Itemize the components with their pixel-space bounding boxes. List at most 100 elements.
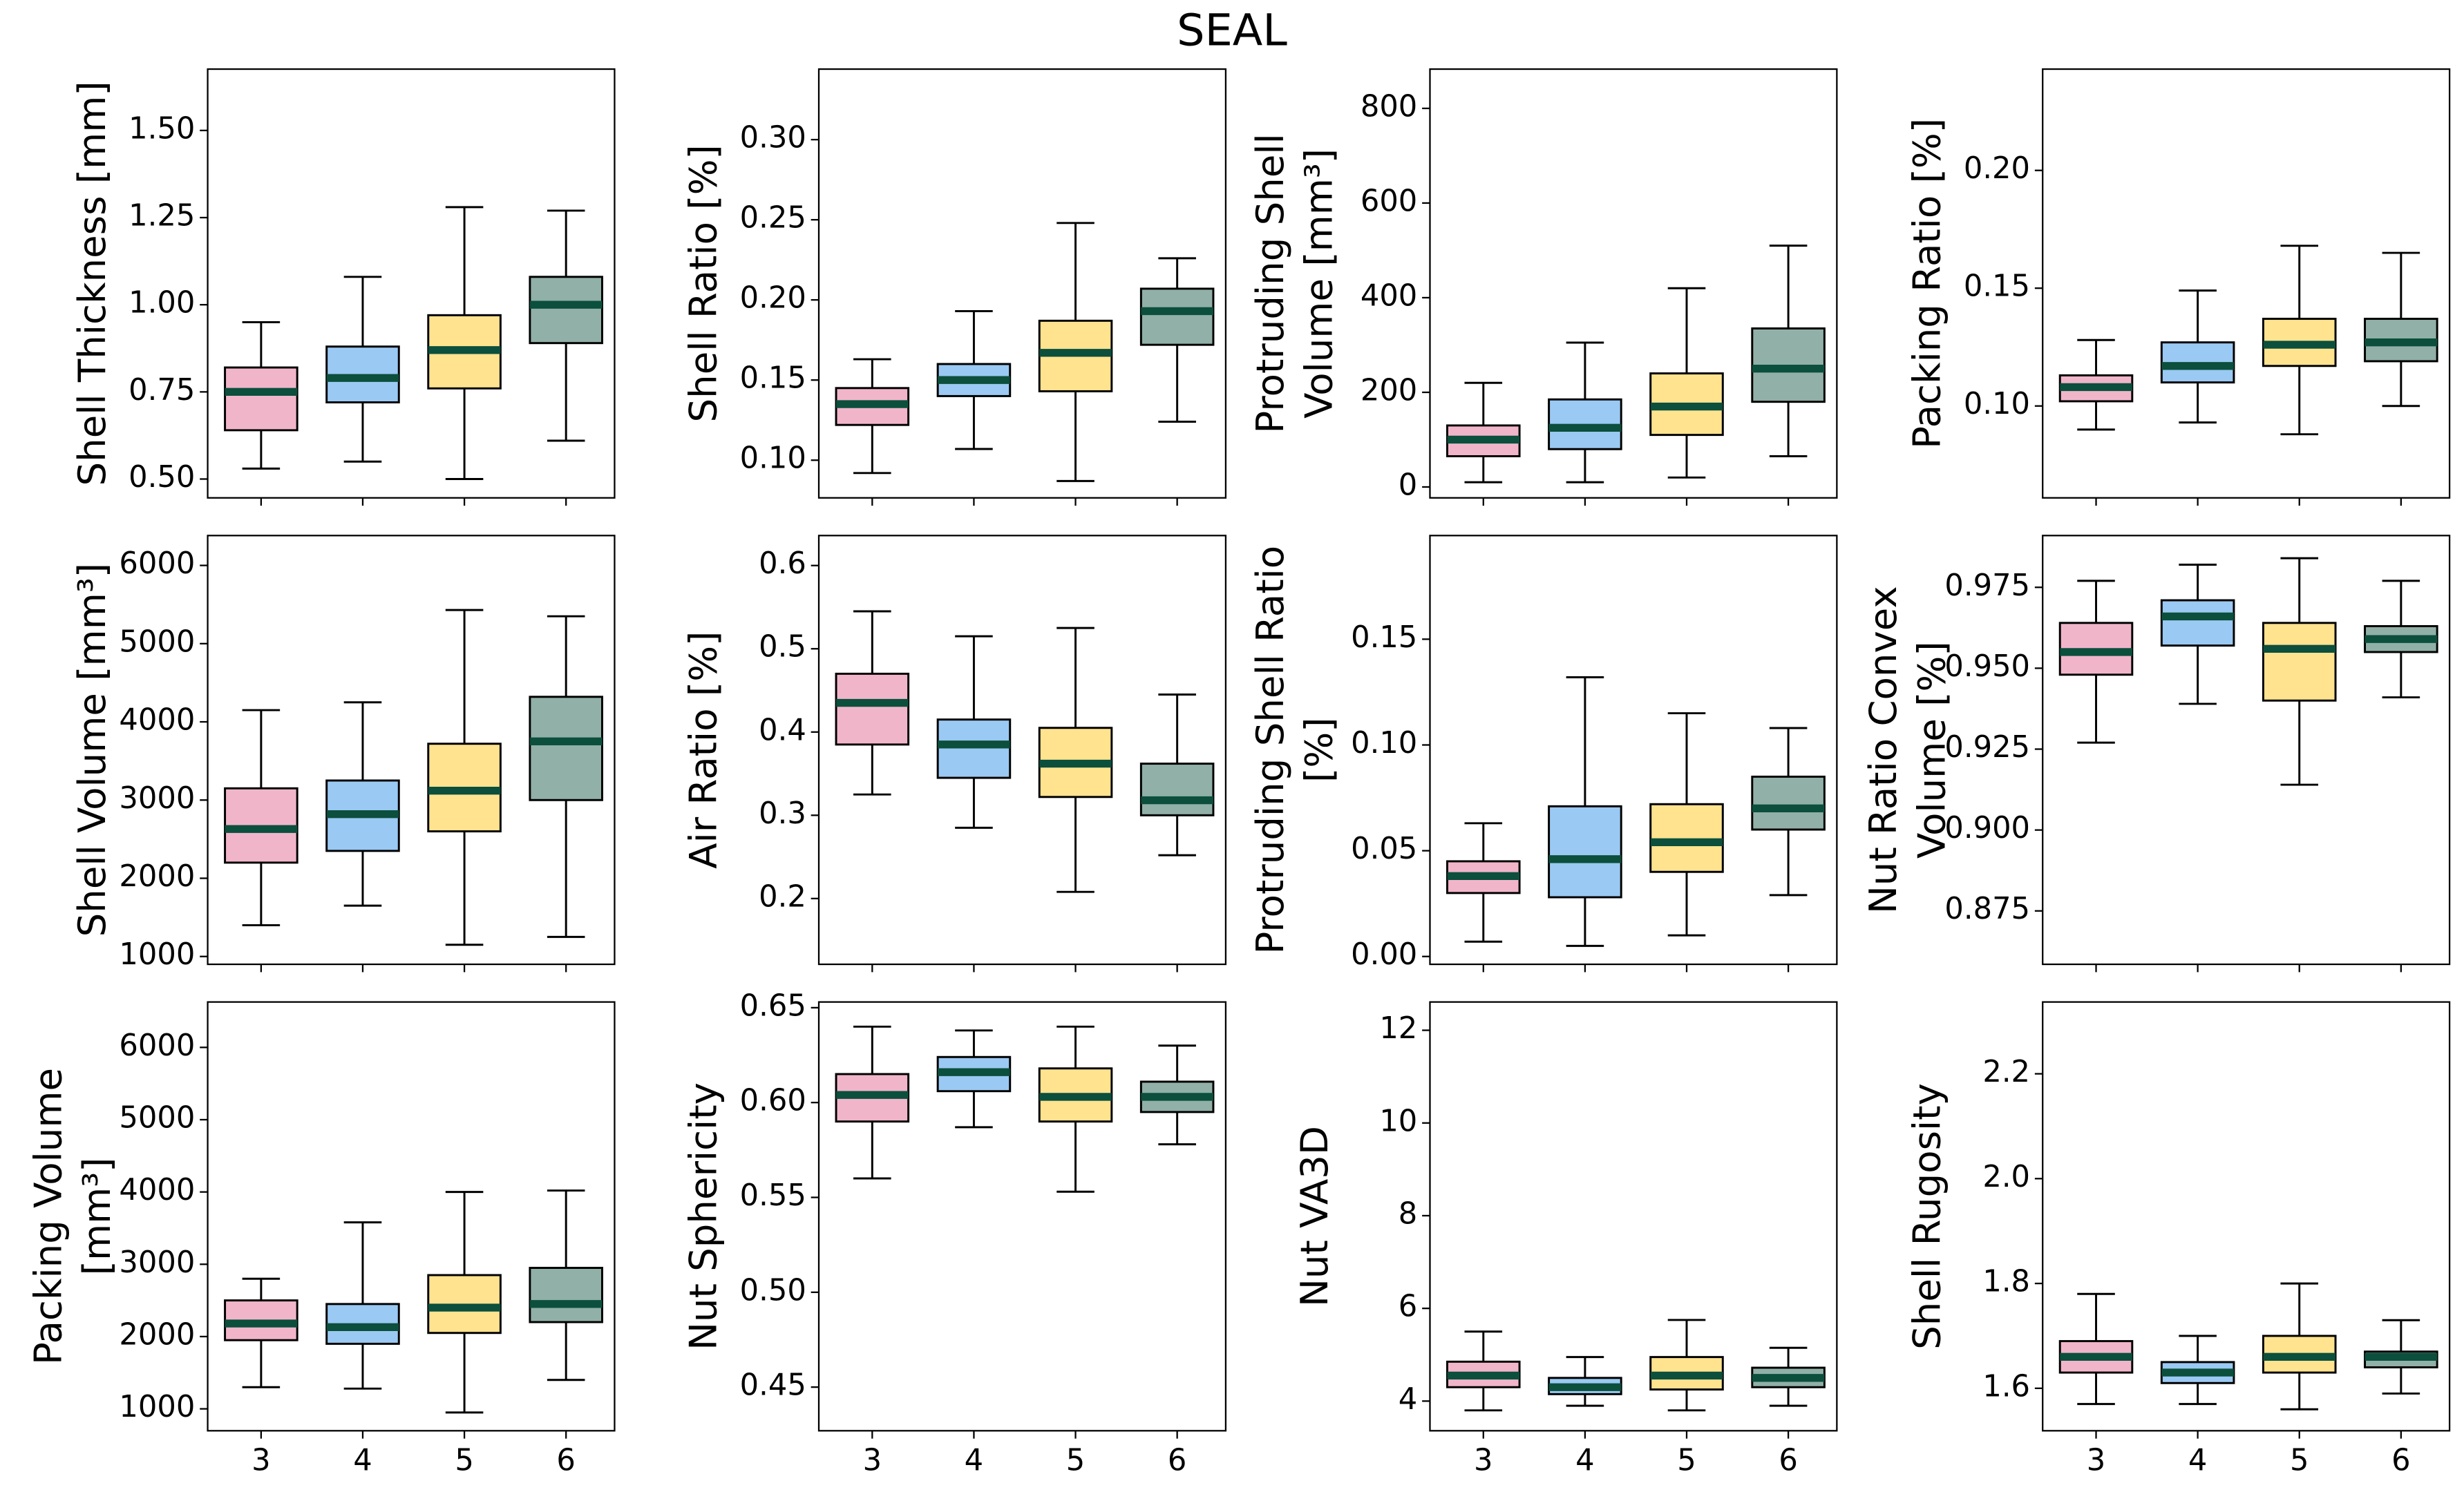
- x-tick-label: 3: [2087, 1443, 2105, 1477]
- y-tick-label: 0.00: [1351, 937, 1417, 972]
- y-tick-label: 6000: [119, 546, 195, 581]
- x-tick-label: 4: [965, 1443, 983, 1477]
- y-tick-label: 0.75: [129, 373, 195, 408]
- y-tick-label: 0.2: [759, 879, 806, 914]
- y-tick-label: 0.10: [740, 441, 806, 476]
- y-tick-label: 0.15: [740, 361, 806, 396]
- y-tick-label: 1000: [119, 1390, 195, 1424]
- box: [1139, 287, 1215, 346]
- y-tick-label: 4: [1399, 1382, 1417, 1417]
- y-tick-label: 6000: [119, 1029, 195, 1063]
- x-tick-label: 6: [556, 1443, 575, 1477]
- y-tick-label: 0.6: [759, 546, 806, 581]
- box: [1751, 775, 1826, 831]
- subplot: 0.45 0.50 0.55 0.60 0.65 Nut Sphericity 3 4 5 6: [681, 988, 1227, 1477]
- y-tick-label: 0.10: [1964, 387, 2030, 421]
- y-tick-label: 1.6: [1982, 1369, 2030, 1404]
- y-tick-label: 2.2: [1982, 1055, 2030, 1089]
- x-tick-label: 5: [2290, 1443, 2309, 1477]
- axes-frame: [817, 68, 1227, 499]
- box: [2262, 622, 2337, 702]
- x-tick-label: 4: [1575, 1443, 1594, 1477]
- box: [2160, 599, 2235, 647]
- y-tick-label: 200: [1361, 373, 1417, 408]
- axes-frame: [207, 68, 616, 499]
- y-axis-label: Shell Thickness [mm]: [70, 81, 114, 486]
- box: [835, 672, 910, 746]
- x-tick-label: 6: [1779, 1443, 1797, 1477]
- y-tick-label: 0.875: [1944, 892, 2030, 926]
- y-axis-label: Protruding Shell: [1248, 133, 1292, 433]
- y-tick-label: 3000: [119, 781, 195, 816]
- box: [224, 366, 298, 432]
- subplot: 0.2 0.3 0.4 0.5 0.6 Air Ratio [%]: [681, 535, 1227, 973]
- y-tick-label: 0.925: [1944, 730, 2030, 765]
- x-tick-label: 5: [1066, 1443, 1085, 1477]
- y-tick-label: 1.8: [1982, 1265, 2030, 1299]
- subplot: 4 6 8 10 12 Nut VA3D 3 4 5 6: [1292, 1001, 1838, 1477]
- y-tick-label: 2000: [119, 1317, 195, 1352]
- axes-frame: [2042, 68, 2451, 499]
- x-tick-label: 6: [2391, 1443, 2410, 1477]
- y-tick-label: 4000: [119, 1173, 195, 1207]
- y-tick-label: 0.10: [1351, 726, 1417, 761]
- y-tick-label: 0.15: [1964, 269, 2030, 304]
- y-axis-label: Protruding Shell Ratio: [1248, 546, 1292, 955]
- y-axis-label: Volume [mm³]: [1297, 149, 1341, 419]
- y-axis-label: Nut VA3D: [1292, 1126, 1336, 1307]
- y-tick-label: 0.15: [1351, 620, 1417, 655]
- box: [1548, 805, 1622, 899]
- x-tick-label: 3: [252, 1443, 270, 1477]
- y-axis-label: Packing Ratio [%]: [1905, 118, 1949, 449]
- y-axis-label: Nut Ratio Convex: [1861, 586, 1905, 914]
- y-axis-label: Shell Rugosity: [1905, 1083, 1949, 1350]
- x-tick-label: 3: [1474, 1443, 1492, 1477]
- y-axis-label: Nut Sphericity: [681, 1082, 725, 1350]
- y-axis-label: Air Ratio [%]: [681, 631, 725, 869]
- y-tick-label: 6: [1399, 1290, 1417, 1324]
- y-tick-label: 2.0: [1982, 1160, 2030, 1194]
- y-tick-label: 0.50: [129, 460, 195, 495]
- y-axis-label: Shell Volume [mm³]: [70, 563, 114, 937]
- figure-title: SEAL: [1177, 5, 1287, 56]
- y-tick-label: 1.00: [129, 286, 195, 321]
- y-tick-label: 2000: [119, 859, 195, 894]
- y-tick-label: 0.20: [740, 281, 806, 316]
- y-axis-label: Packing Volume: [26, 1068, 70, 1365]
- subplot: 0.00 0.05 0.10 0.15 Protruding Shell Ratio [%…: [1248, 535, 1838, 973]
- x-tick-label: 6: [1168, 1443, 1186, 1477]
- y-axis-label: [mm³]: [75, 1158, 119, 1276]
- y-tick-label: 1.50: [129, 111, 195, 146]
- y-tick-label: 0.55: [740, 1178, 806, 1213]
- axes-frame: [1429, 1001, 1838, 1432]
- y-axis-label: Volume [%]: [1909, 641, 1953, 859]
- y-tick-label: 0.25: [740, 201, 806, 236]
- y-tick-label: 0.30: [740, 121, 806, 155]
- y-tick-label: 3000: [119, 1245, 195, 1280]
- subplot: 0.10 0.15 0.20 0.25 0.30 Shell Ratio [%]: [681, 68, 1227, 506]
- box: [1649, 803, 1724, 873]
- y-tick-label: 10: [1379, 1104, 1417, 1138]
- y-tick-label: 0.975: [1944, 568, 2030, 603]
- y-tick-label: 0.950: [1944, 649, 2030, 684]
- y-tick-label: 0.65: [740, 988, 806, 1023]
- y-tick-label: 0.60: [740, 1084, 806, 1118]
- y-tick-label: 0.3: [759, 796, 806, 831]
- y-tick-label: 0.45: [740, 1368, 806, 1403]
- axes-frame: [2042, 535, 2451, 966]
- y-tick-label: 0.20: [1964, 151, 2030, 186]
- y-tick-label: 0.50: [740, 1273, 806, 1308]
- x-tick-label: 4: [353, 1443, 372, 1477]
- axes-frame: [1429, 535, 1838, 966]
- y-tick-label: 600: [1361, 184, 1417, 218]
- box: [529, 696, 603, 801]
- box: [529, 276, 603, 345]
- subplot: 1.6 1.8 2.0 2.2 Shell Rugosity 3 4 5 6: [1905, 1001, 2451, 1477]
- y-axis-label: Shell Ratio [%]: [681, 144, 725, 422]
- y-tick-label: 12: [1379, 1011, 1417, 1046]
- x-tick-label: 4: [2188, 1443, 2207, 1477]
- y-tick-label: 8: [1399, 1196, 1417, 1231]
